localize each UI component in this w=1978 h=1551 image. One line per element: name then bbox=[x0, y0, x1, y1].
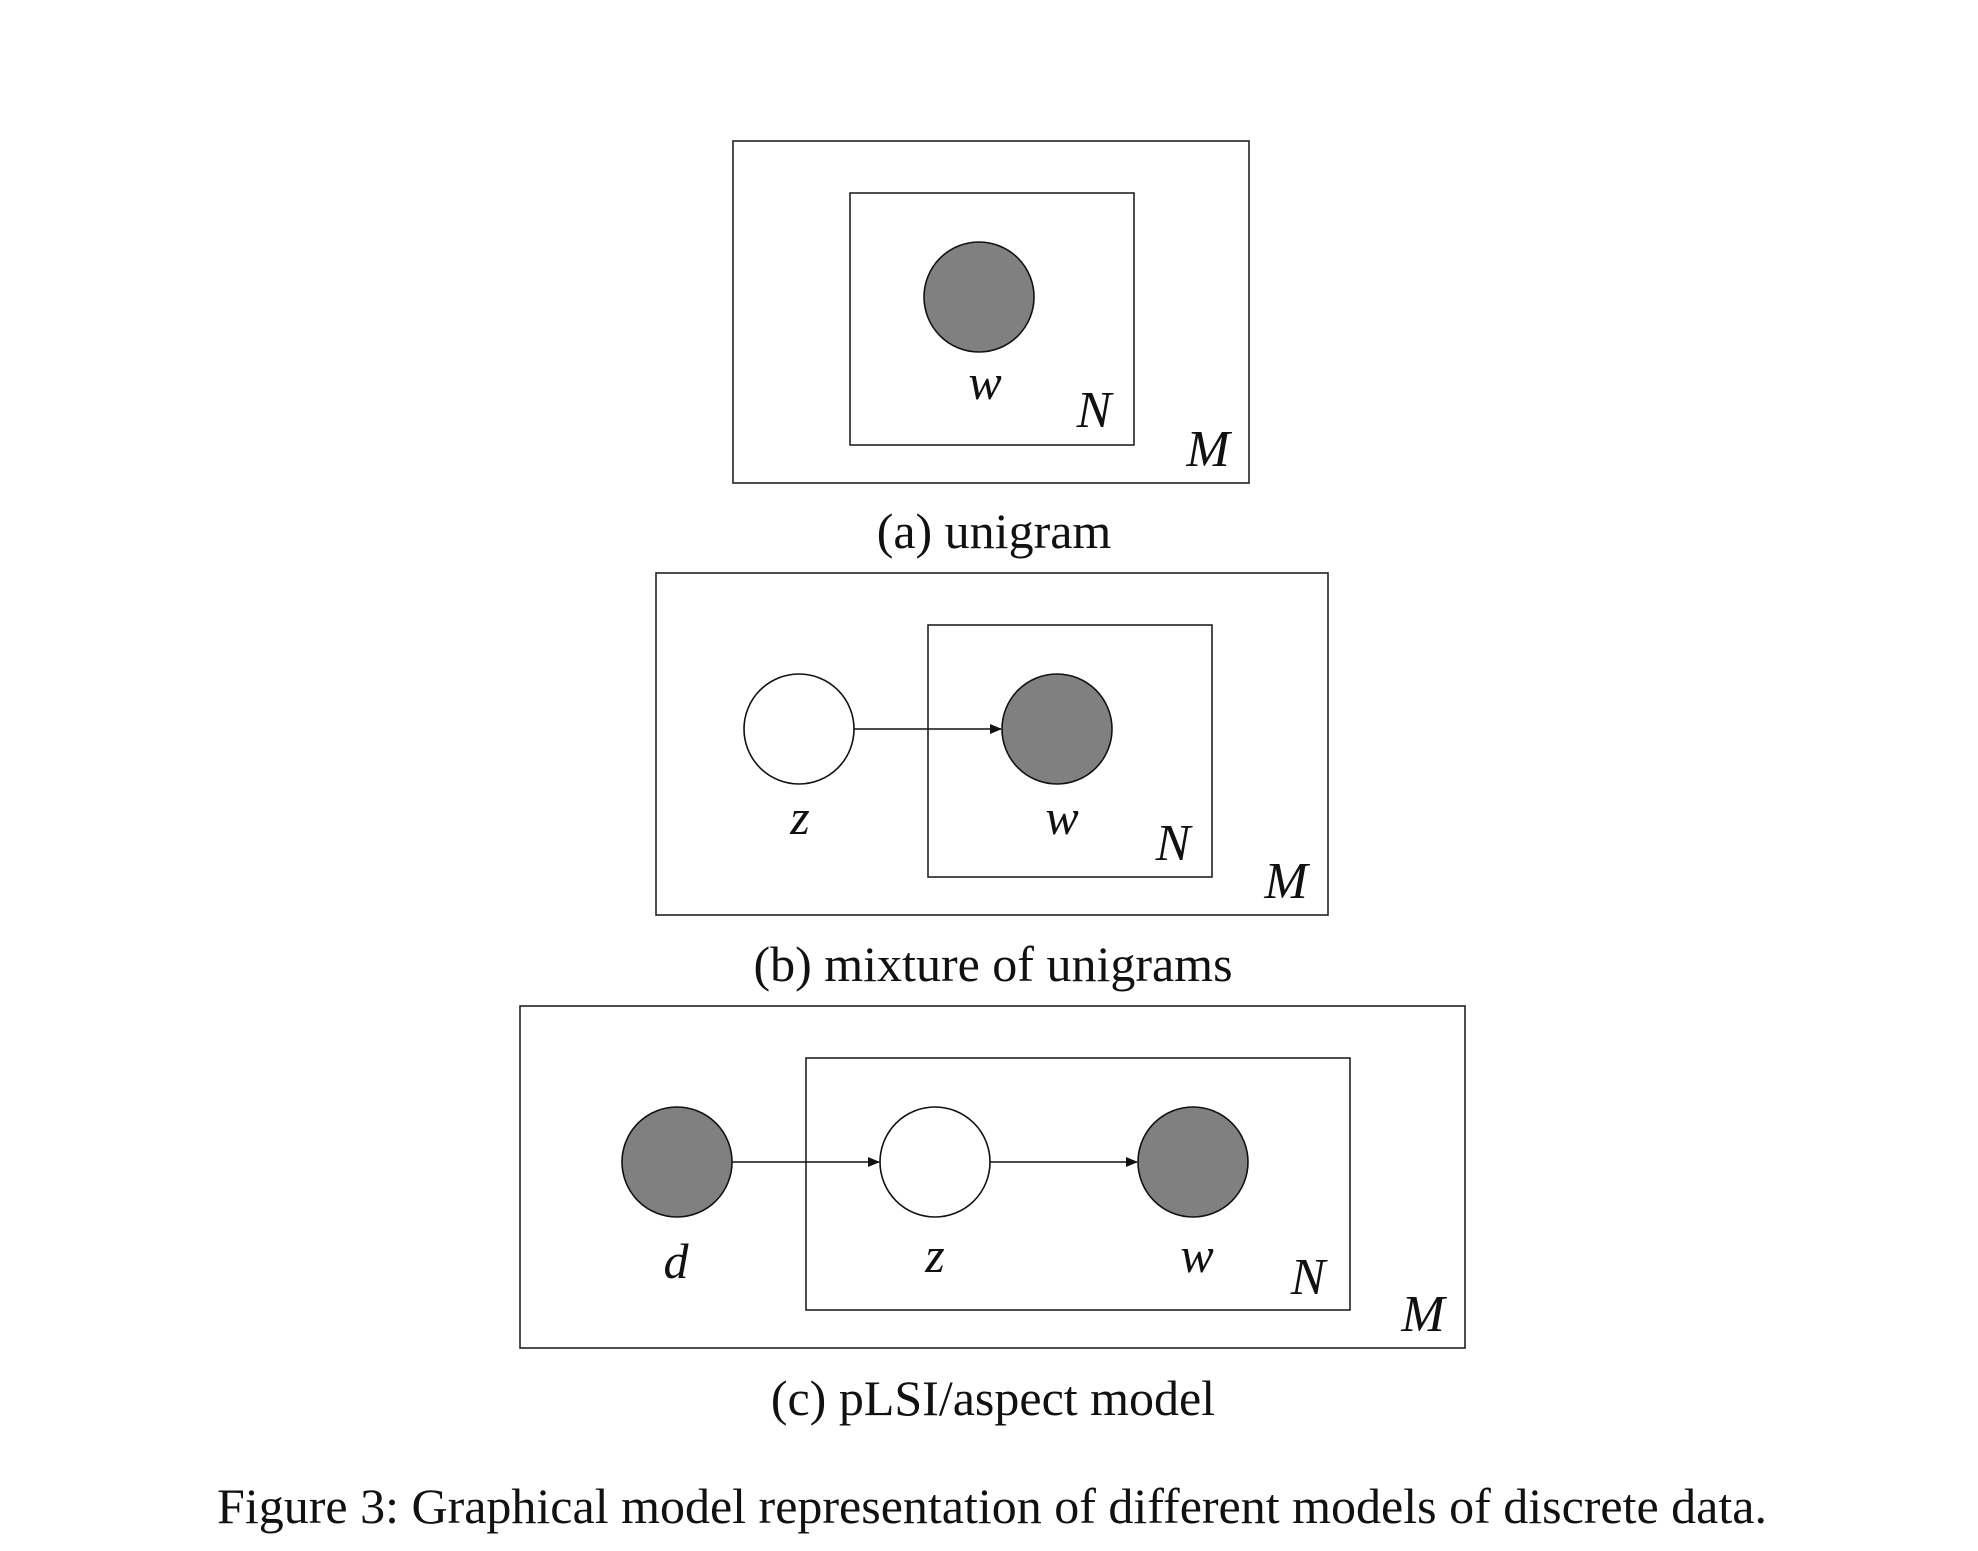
panel-c-plate-label-m: M bbox=[1400, 1286, 1447, 1343]
figure-caption: Figure 3: Graphical model representation… bbox=[217, 1478, 1767, 1534]
panel-b-caption: (b) mixture of unigrams bbox=[753, 936, 1232, 992]
panel-a-inner-plate bbox=[849, 192, 1135, 446]
panel-a-caption: (a) unigram bbox=[877, 503, 1112, 559]
panel-b-inner-plate bbox=[927, 624, 1213, 878]
panel-b-label-z: z bbox=[789, 789, 809, 845]
panel-b-node-w bbox=[1001, 673, 1113, 785]
panel-c-label-z: z bbox=[924, 1227, 944, 1283]
panel-a-plate-label-m: M bbox=[1185, 421, 1232, 478]
panel-c-caption: (c) pLSI/aspect model bbox=[771, 1370, 1215, 1426]
panel-c-plsi-aspect-model: d z w N M (c) pLSI/aspect model bbox=[519, 1005, 1466, 1426]
panel-b-mixture-of-unigrams: z w N M (b) mixture of unigrams bbox=[655, 572, 1329, 992]
panel-b-node-z bbox=[743, 673, 855, 785]
panel-c-label-w: w bbox=[1180, 1227, 1213, 1283]
panel-b-outer-plate bbox=[655, 572, 1329, 916]
panel-c-plate-label-n: N bbox=[1290, 1249, 1329, 1306]
panel-a-plate-label-n: N bbox=[1076, 382, 1115, 439]
panel-a-unigram: w N M (a) unigram bbox=[732, 140, 1250, 559]
panel-c-node-w bbox=[1137, 1106, 1249, 1218]
panel-c-node-d bbox=[621, 1106, 733, 1218]
panel-c-inner-plate bbox=[805, 1057, 1351, 1311]
panel-a-label-w: w bbox=[968, 354, 1001, 410]
panel-c-label-d: d bbox=[664, 1233, 690, 1289]
panel-b-label-w: w bbox=[1045, 789, 1078, 845]
panel-c-node-z bbox=[879, 1106, 991, 1218]
panel-b-plate-label-n: N bbox=[1155, 815, 1194, 872]
panel-a-node-w bbox=[923, 241, 1035, 353]
panel-a-outer-plate bbox=[732, 140, 1250, 484]
panel-c-outer-plate bbox=[519, 1005, 1466, 1349]
panel-b-plate-label-m: M bbox=[1263, 853, 1310, 910]
